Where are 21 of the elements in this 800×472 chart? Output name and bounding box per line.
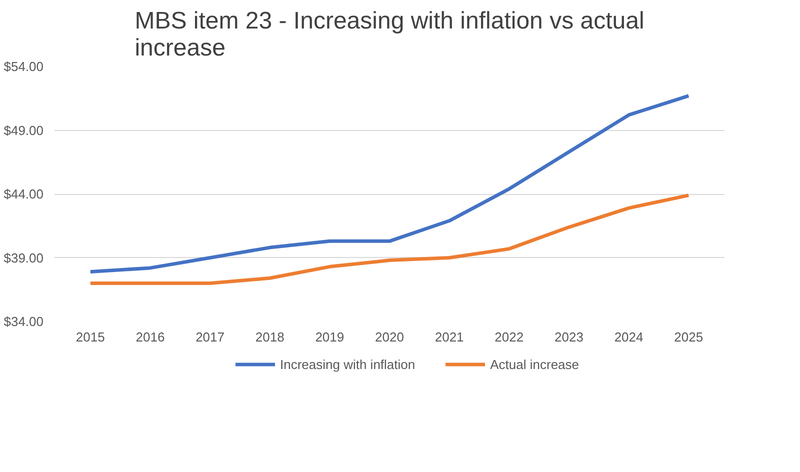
x-tick-label: 2017	[196, 330, 224, 344]
line-series	[88, 94, 690, 274]
x-tick-label: 2018	[255, 330, 284, 344]
line-series	[88, 194, 690, 285]
y-tick-label: $44.00	[4, 186, 44, 202]
x-tick-label: 2022	[494, 330, 524, 344]
y-tick-label: $39.00	[4, 250, 44, 266]
y-tick-label: $49.00	[4, 122, 44, 138]
y-tick-label: $54.00	[4, 59, 44, 74]
legend-label: Actual increase	[490, 356, 580, 372]
x-tick-label: 2015	[76, 330, 105, 344]
y-tick-label: $34.00	[4, 314, 44, 329]
x-tick-label: 2020	[375, 330, 404, 344]
x-tick-label: 2021	[434, 330, 464, 344]
x-tick-label: 2019	[315, 330, 344, 344]
chart-title: MBS item 23 - Increasing with inflation vs actual increase	[134, 8, 644, 62]
x-tick-label: 2023	[554, 330, 584, 344]
x-tick-label: 2016	[136, 330, 165, 344]
legend-label: Increasing with inflation	[280, 356, 416, 372]
x-tick-label: 2024	[614, 330, 644, 344]
x-tick-label: 2025	[674, 330, 704, 344]
